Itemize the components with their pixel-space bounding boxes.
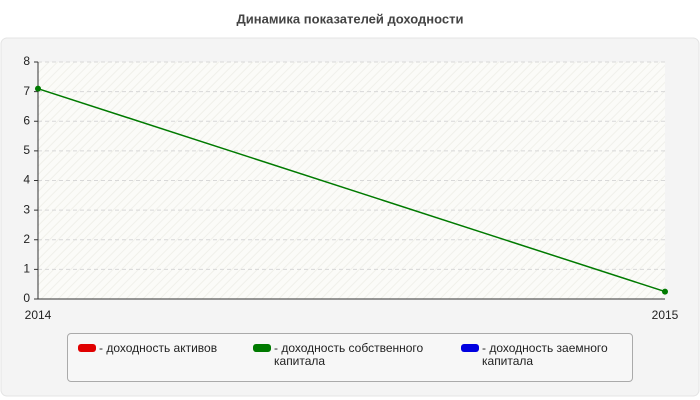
x-tick-label: 2015: [652, 308, 679, 322]
legend-item: - доходность активов: [78, 342, 248, 355]
legend-label: - доходность активов: [99, 341, 218, 355]
legend-item: - доходность заемного капитала: [461, 342, 626, 368]
y-tick-label: 5: [23, 143, 30, 157]
y-tick-label: 7: [23, 84, 30, 98]
legend-swatch: [78, 344, 96, 352]
point: [662, 288, 668, 295]
y-tick-label: 8: [23, 54, 30, 68]
legend-swatch: [253, 344, 271, 352]
y-tick-label: 6: [23, 113, 30, 127]
legend: - доходность активов - доходность собстве…: [67, 333, 633, 382]
y-tick-label: 1: [23, 262, 30, 276]
point: [35, 85, 41, 92]
y-tick-label: 0: [23, 291, 30, 305]
chart-title: Динамика показателей доходности: [236, 11, 463, 26]
plot-area: [38, 62, 665, 299]
legend-label: - доходность заемного капитала: [482, 341, 608, 368]
y-tick-label: 2: [23, 232, 30, 246]
legend-label: - доходность собственного капитала: [274, 341, 424, 368]
x-tick-label: 2014: [25, 308, 52, 322]
y-tick-label: 3: [23, 202, 30, 216]
y-tick-label: 4: [23, 173, 30, 187]
series-line: [37, 87, 666, 293]
legend-swatch: [461, 344, 479, 352]
legend-item: - доходность собственного капитала: [253, 342, 453, 368]
